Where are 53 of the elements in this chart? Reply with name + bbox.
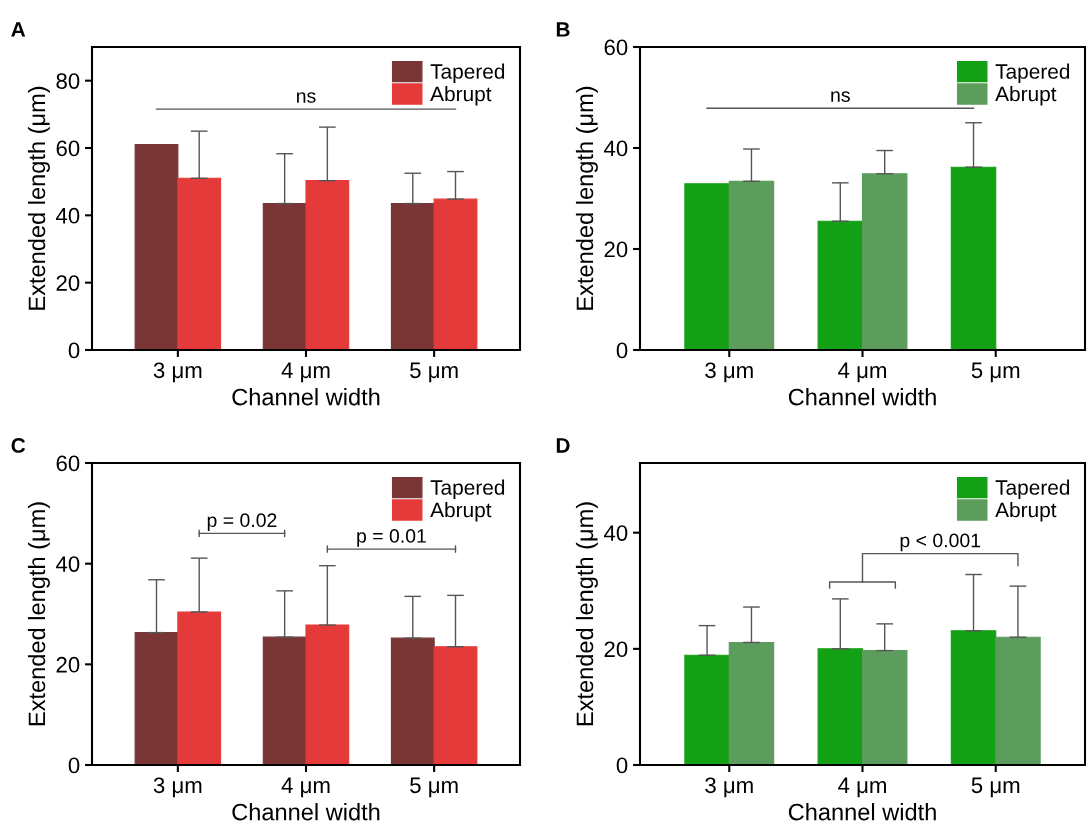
y-tick-label: 60 [604,39,628,56]
x-tick-label: 3 μm [153,777,202,798]
x-axis-title: Channel width [232,803,380,821]
x-tick-label: 5 μm [410,777,458,798]
y-axis-title: Extended length (μm) [575,502,598,726]
x-tick-label: 4 μm [838,777,886,798]
x-tick-label: 3 μm [705,362,753,383]
chart-title: D [556,438,570,453]
x-tick-label: 5 μm [971,777,1020,798]
y-tick-label: 20 [604,241,628,258]
chart-title: B [556,22,570,37]
x-tick-label: 5 μm [971,362,1020,383]
x-tick-label: 3 μm [705,777,753,798]
x-tick-label: 4 μm [281,777,330,798]
y-tick-label: 0 [68,757,80,774]
y-tick-label: 60 [56,140,80,157]
y-axis-title: Extended length (μm) [27,502,50,726]
legend-label: Tapered [430,479,505,499]
x-tick-label: 4 μm [838,362,886,383]
y-tick-label: 80 [56,73,80,89]
annotation: ns [831,91,850,102]
y-tick-label: 20 [56,275,80,291]
y-tick-label: 20 [604,641,628,658]
x-tick-label: 4 μm [281,362,330,383]
legend-label: Tapered [995,63,1070,83]
x-tick-label: 5 μm [410,362,458,383]
annotation: ns [297,92,316,103]
y-tick-label: 60 [56,455,80,472]
y-tick-label: 20 [56,656,80,673]
y-tick-label: 40 [603,140,628,157]
legend-label: Abrupt [995,502,1057,522]
annotation: p = 0.01 [357,529,426,547]
y-tick-label: 40 [55,207,80,224]
x-axis-title: Channel width [232,388,380,406]
legend-label: Tapered [995,479,1070,499]
y-tick-label: 0 [68,342,80,359]
y-axis-title: Extended length (μm) [27,86,50,310]
y-axis-title: Extended length (μm) [575,86,598,310]
legend-label: Tapered [430,63,505,83]
y-tick-label: 0 [616,342,628,359]
y-tick-label: 0 [616,757,628,774]
chart-title: A [11,22,26,37]
x-axis-title: Channel width [788,388,936,406]
x-tick-label: 3 μm [153,362,202,383]
legend-label: Abrupt [430,502,492,522]
legend-label: Abrupt [430,86,492,106]
y-tick-label: 40 [603,525,628,541]
x-axis-title: Channel width [788,803,936,821]
annotation: p < 0.001 [900,533,981,552]
y-tick-label: 40 [55,556,80,572]
chart-title: C [11,438,26,453]
annotation: p = 0.02 [207,513,277,531]
legend-label: Abrupt [995,86,1057,106]
